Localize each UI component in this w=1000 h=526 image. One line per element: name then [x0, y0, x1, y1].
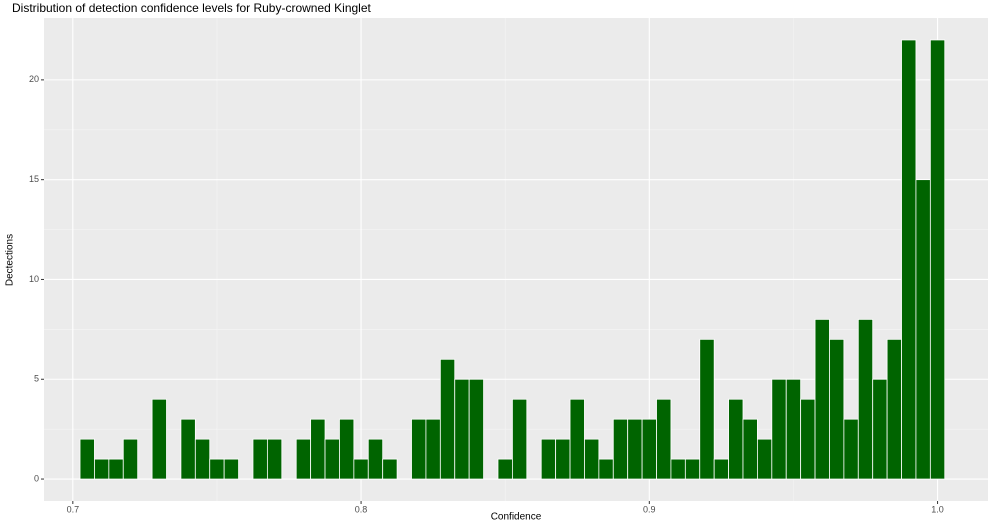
bar — [353, 458, 369, 480]
bar — [641, 418, 657, 480]
bar — [872, 378, 888, 480]
bar — [425, 418, 441, 480]
bar — [598, 458, 614, 480]
bar — [108, 458, 124, 480]
bar — [771, 378, 787, 480]
y-tick-label: 0 — [34, 473, 39, 483]
bar — [814, 318, 830, 480]
bar — [929, 39, 946, 480]
bar — [194, 438, 211, 480]
bar — [223, 458, 239, 480]
bar — [627, 418, 643, 480]
bar — [901, 39, 917, 480]
bar — [367, 438, 384, 480]
bar — [540, 438, 557, 480]
bar — [684, 458, 701, 480]
bar — [382, 458, 398, 480]
bar — [800, 398, 816, 480]
bar — [209, 458, 225, 480]
bar — [511, 398, 528, 480]
bar — [454, 378, 470, 480]
bar — [555, 438, 571, 480]
bar — [266, 438, 283, 480]
bar — [497, 458, 513, 480]
bar — [569, 398, 585, 480]
y-axis-title: Dectections — [5, 234, 16, 286]
bar — [670, 458, 686, 480]
bar — [439, 358, 456, 480]
bar — [857, 318, 874, 480]
bar — [843, 418, 859, 480]
x-tick-label: 0.7 — [67, 504, 80, 514]
chart-title: Distribution of detection confidence lev… — [12, 1, 372, 15]
y-tick-label: 10 — [29, 274, 39, 284]
bar — [151, 398, 167, 480]
x-tick-label: 0.9 — [643, 504, 656, 514]
bar — [94, 458, 110, 480]
bar — [886, 338, 902, 480]
x-tick-label: 0.8 — [355, 504, 368, 514]
bar — [584, 438, 600, 480]
bar — [252, 438, 268, 480]
bar — [295, 438, 312, 480]
bar — [728, 398, 744, 480]
bar — [915, 179, 931, 480]
bar — [757, 438, 773, 480]
bar — [742, 418, 758, 480]
bar — [310, 418, 326, 480]
x-tick-label: 1.0 — [931, 504, 944, 514]
bar — [79, 438, 95, 480]
y-tick-label: 15 — [29, 174, 39, 184]
bar — [411, 418, 427, 480]
bar — [468, 378, 484, 480]
bar — [713, 458, 729, 480]
y-tick-label: 5 — [34, 374, 39, 384]
bar — [699, 338, 715, 480]
y-tick-label: 20 — [29, 74, 39, 84]
bar — [785, 378, 802, 480]
bar — [612, 418, 629, 480]
bar — [339, 418, 355, 480]
bar — [829, 338, 845, 480]
bar — [656, 398, 672, 480]
bar — [180, 418, 196, 480]
bar — [122, 438, 139, 480]
bar — [324, 438, 340, 480]
x-axis-title: Confidence — [491, 512, 542, 523]
